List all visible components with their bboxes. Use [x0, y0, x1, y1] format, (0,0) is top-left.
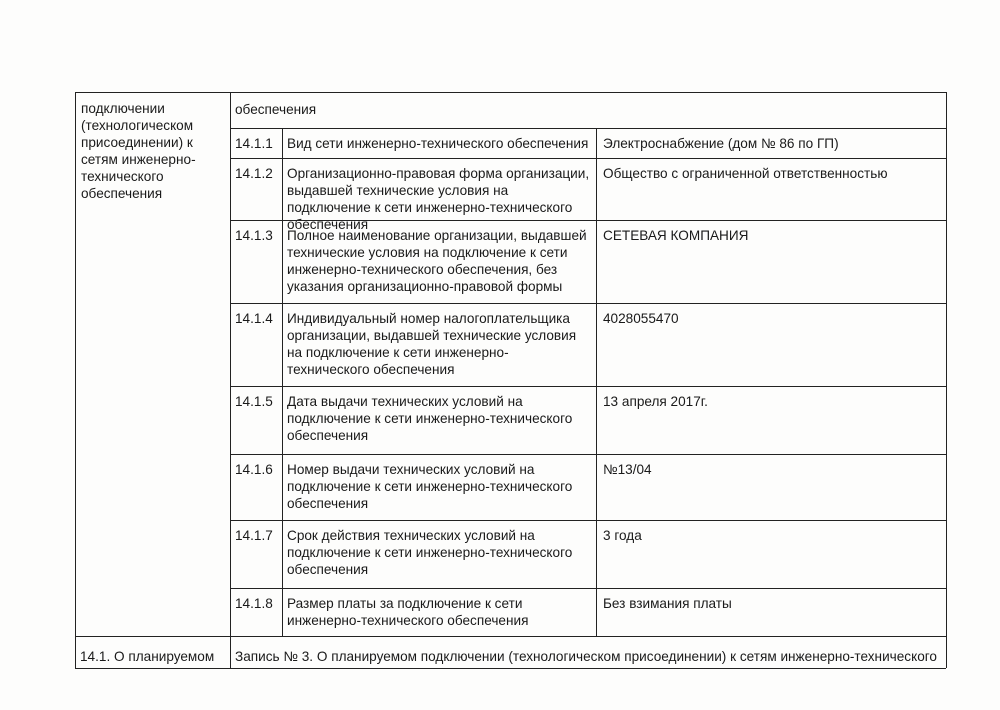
row-border	[230, 220, 946, 221]
footer-left: 14.1. О планируемом	[80, 649, 215, 664]
row-border	[230, 588, 946, 589]
row-value: СЕТЕВАЯ КОМПАНИЯ	[603, 228, 749, 243]
row-value: 13 апреля 2017г.	[603, 394, 708, 409]
left-cell-text: подключении (технологическом присоединен…	[81, 101, 196, 201]
row-number: 14.1.2	[235, 166, 273, 181]
row-number: 14.1.5	[235, 394, 273, 409]
row-label: Организационно-правовая форма организаци…	[287, 166, 590, 232]
row-border	[230, 386, 946, 387]
row-number: 14.1.8	[235, 596, 273, 611]
continued-heading: обеспечения	[235, 102, 317, 117]
table-border	[75, 92, 946, 93]
table-border	[75, 636, 946, 637]
row-border	[230, 128, 946, 129]
table-border	[230, 92, 231, 668]
table-border	[75, 92, 76, 668]
row-label: Полное наименование организации, выдавше…	[287, 228, 587, 294]
row-label: Вид сети инженерно-технического обеспече…	[287, 136, 589, 151]
row-number: 14.1.3	[235, 228, 273, 243]
row-number: 14.1.4	[235, 311, 273, 326]
row-number: 14.1.6	[235, 462, 273, 477]
row-value: Общество с ограниченной ответственностью	[603, 166, 888, 181]
row-value: №13/04	[603, 462, 652, 477]
row-number: 14.1.7	[235, 528, 273, 543]
row-label: Индивидуальный номер налогоплательщика о…	[287, 311, 577, 377]
row-label: Срок действия технических условий на под…	[287, 528, 573, 577]
row-label: Размер платы за подключение к сети инжен…	[287, 596, 529, 628]
row-value: 4028055470	[603, 311, 679, 326]
row-border	[230, 454, 946, 455]
footer-right: Запись № 3. О планируемом подключении (т…	[235, 649, 937, 664]
row-label: Номер выдачи технических условий на подк…	[287, 462, 573, 511]
column-border	[596, 128, 597, 636]
row-value: Электроснабжение (дом № 86 по ГП)	[603, 136, 839, 151]
row-value: Без взимания платы	[603, 596, 732, 611]
table-border	[75, 668, 946, 669]
row-label: Дата выдачи технических условий на подкл…	[287, 394, 573, 443]
row-border	[230, 520, 946, 521]
row-value: 3 года	[603, 528, 642, 543]
row-border	[230, 303, 946, 304]
row-number: 14.1.1	[235, 136, 273, 151]
table-border	[946, 92, 947, 668]
column-border	[282, 128, 283, 636]
row-border	[230, 158, 946, 159]
